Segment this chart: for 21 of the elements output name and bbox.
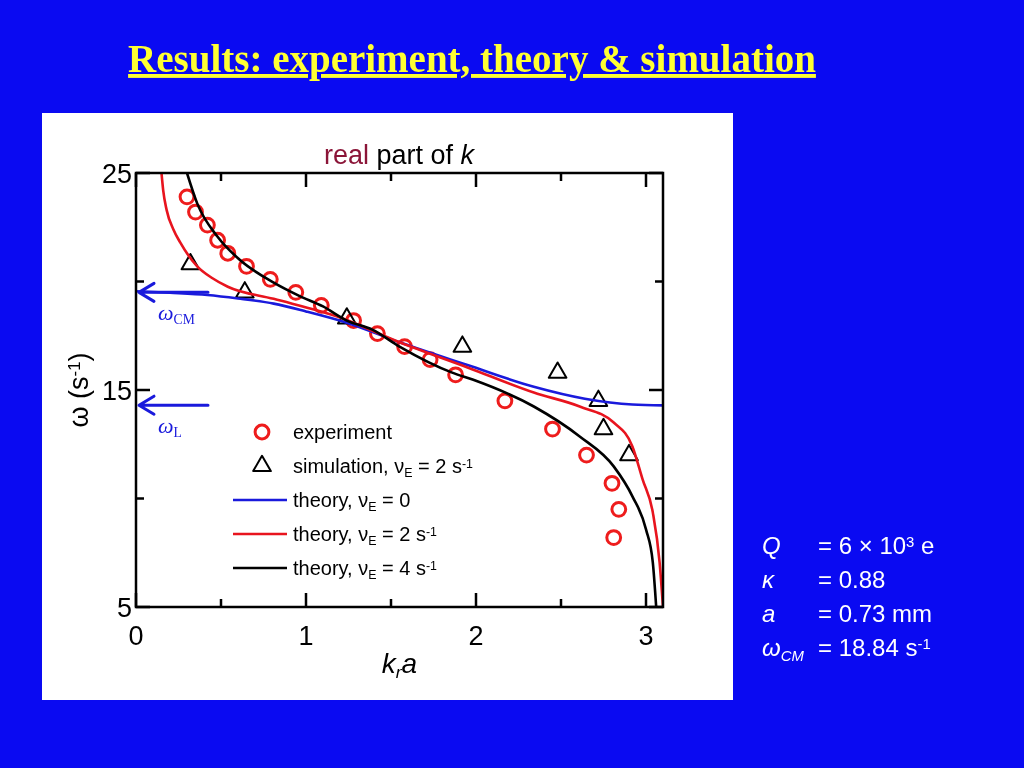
annotation: ω$_{CM}$: [158, 300, 195, 328]
x-tick-label: 3: [638, 621, 654, 651]
text: κ = 0.88: [762, 566, 886, 593]
legend-label: experiment: [293, 421, 393, 443]
y-tick-label: 5: [116, 593, 132, 623]
text: Q = 6 × 10$^{3}$ e: [762, 532, 935, 559]
x-tick-label: 0: [128, 621, 144, 651]
legend-label: theory, ν$_{E}$ = 4 s$^{-1}$: [293, 557, 438, 582]
y-tick-label: 25: [101, 159, 132, 189]
chart-subtitle: real part of k: [323, 140, 476, 170]
x-tick-label: 2: [468, 621, 484, 651]
legend-label: theory, ν$_{E}$ = 0: [293, 489, 411, 514]
x-axis-title: k$_{r}$a: [381, 648, 418, 683]
chart-title: Results: experiment, theory & simulation: [128, 37, 817, 81]
text: ω$_{CM}$ = 18.84 s$^{-1}$: [762, 634, 931, 664]
y-tick-label: 15: [101, 376, 132, 406]
annotation: ω$_{L}$: [158, 413, 182, 441]
legend-label: theory, ν$_{E}$ = 2 s$^{-1}$: [293, 523, 438, 548]
legend-label: simulation, ν$_{E}$ = 2 s$^{-1}$: [293, 455, 474, 480]
x-tick-label: 1: [298, 621, 314, 651]
text: a = 0.73 mm: [762, 600, 933, 627]
